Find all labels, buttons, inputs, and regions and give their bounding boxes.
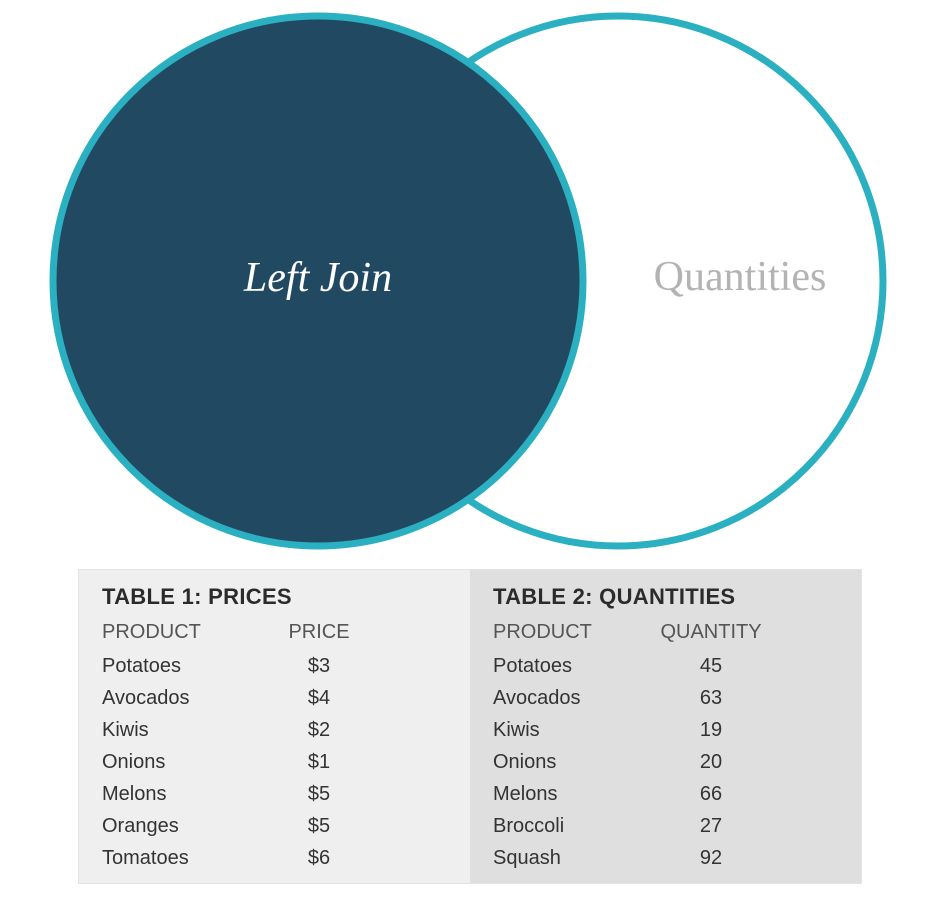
table-rows: Potatoes $3 Avocados $4 Kiwis $2 Onions $1 Melon…: [79, 650, 470, 874]
product-cell: Tomatoes: [102, 847, 189, 869]
column-header-quantity: QUANTITY: [660, 621, 762, 643]
product-cell: Melons: [102, 783, 167, 805]
value-cell: 63: [699, 687, 723, 709]
value-cell: 92: [699, 847, 723, 869]
table-row: Tomatoes $6: [79, 842, 470, 874]
table-row: Onions $1: [79, 746, 470, 778]
tables-panel: TABLE 1: PRICES PRODUCT PRICE Potatoes $3…: [78, 569, 862, 884]
table-title: TABLE 2: QUANTITIES: [493, 584, 736, 609]
column-header-price: PRICE: [288, 621, 350, 643]
value-cell: $1: [307, 751, 331, 773]
table-title: TABLE 1: PRICES: [102, 584, 292, 609]
value-cell: $3: [307, 655, 331, 677]
table-row: Kiwis 19: [470, 714, 861, 746]
table-row: Onions 20: [470, 746, 861, 778]
product-cell: Kiwis: [493, 719, 540, 741]
product-cell: Potatoes: [493, 655, 572, 677]
value-cell: 66: [699, 783, 723, 805]
product-cell: Melons: [493, 783, 558, 805]
table-row: Avocados 63: [470, 682, 861, 714]
table-header-row: PRODUCT QUANTITY: [470, 614, 861, 650]
value-cell: 20: [699, 751, 723, 773]
column-header-product: PRODUCT: [493, 621, 592, 643]
table-row: Broccoli 27: [470, 810, 861, 842]
table-row: Potatoes $3: [79, 650, 470, 682]
left-circle-prices: [49, 12, 587, 550]
venn-diagram: Left Join Quantities: [49, 12, 887, 550]
column-header-product: PRODUCT: [102, 621, 201, 643]
product-cell: Oranges: [102, 815, 179, 837]
table-row: Melons 66: [470, 778, 861, 810]
product-cell: Avocados: [102, 687, 190, 709]
value-cell: $2: [307, 719, 331, 741]
value-cell: $5: [307, 815, 331, 837]
value-cell: 19: [699, 719, 723, 741]
table-header-row: PRODUCT PRICE: [79, 614, 470, 650]
table-row: Melons $5: [79, 778, 470, 810]
product-cell: Onions: [102, 751, 166, 773]
product-cell: Squash: [493, 847, 561, 869]
product-cell: Onions: [493, 751, 557, 773]
product-cell: Kiwis: [102, 719, 149, 741]
value-cell: $5: [307, 783, 331, 805]
left-join-label: Left Join: [243, 255, 392, 301]
product-cell: Potatoes: [102, 655, 181, 677]
table-row: Kiwis $2: [79, 714, 470, 746]
table-prices: TABLE 1: PRICES PRODUCT PRICE Potatoes $3…: [79, 570, 470, 883]
quantities-label: Quantities: [654, 254, 827, 300]
table-row: Avocados $4: [79, 682, 470, 714]
table-row: Potatoes 45: [470, 650, 861, 682]
value-cell: 45: [699, 655, 723, 677]
product-cell: Avocados: [493, 687, 581, 709]
product-cell: Broccoli: [493, 815, 565, 837]
value-cell: 27: [699, 815, 723, 837]
table-rows: Potatoes 45 Avocados 63 Kiwis 19 Onions 20 Melon…: [470, 650, 861, 874]
table-row: Oranges $5: [79, 810, 470, 842]
table-row: Squash 92: [470, 842, 861, 874]
value-cell: $4: [307, 687, 331, 709]
value-cell: $6: [307, 847, 331, 869]
table-quantities: TABLE 2: QUANTITIES PRODUCT QUANTITY Pot…: [470, 570, 861, 883]
